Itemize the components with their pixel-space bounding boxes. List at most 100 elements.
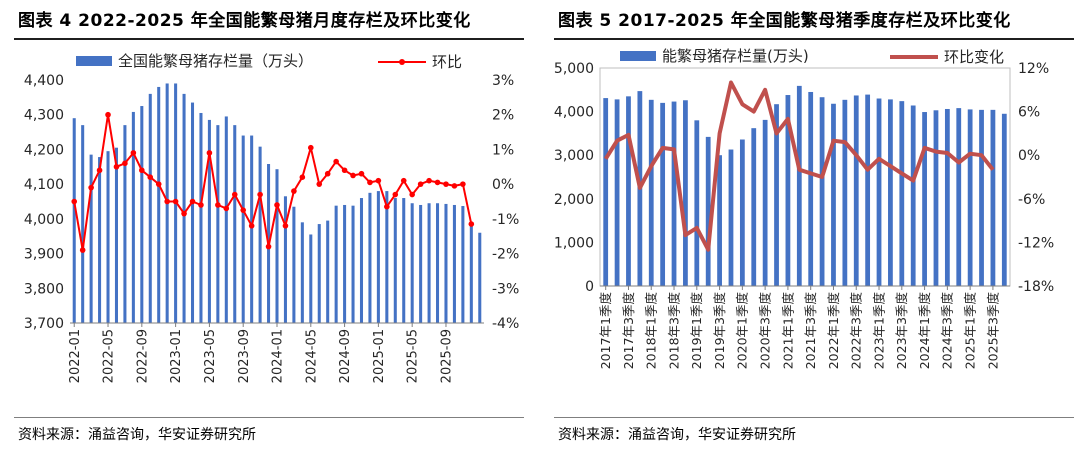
left-bar [258, 146, 262, 323]
left-bar [427, 203, 431, 323]
left-source-rule [14, 417, 524, 418]
left-source-note: 资料来源：涌益咨询，华安证券研究所 [18, 427, 256, 443]
right-legend-bar-swatch [620, 51, 656, 61]
left-line-marker [400, 177, 407, 184]
right-bar [933, 110, 939, 287]
left-bar [157, 86, 161, 323]
right-left-tick-label: 5,000 [554, 61, 594, 77]
right-bar [990, 109, 996, 286]
left-monthly-chart: 3,700 3,800 3,900 4,000 4,100 4,200 4,300 4,400… [24, 52, 519, 383]
right-bar [796, 85, 802, 286]
left-line-marker [71, 198, 78, 205]
right-x-tick-label: 2021年1季度 [780, 292, 795, 370]
right-bar [910, 105, 916, 286]
right-series-line [604, 80, 995, 252]
right-quarterly-chart: 0 1,000 2,000 3,000 4,000 5,000 -18% -12% -6% 0% 6… [554, 47, 1054, 370]
right-x-tick-label: 2017年1季度 [598, 292, 613, 370]
right-left-tick-label: 3,000 [554, 148, 594, 164]
left-bar [241, 135, 245, 323]
left-line-marker [223, 205, 230, 212]
right-bar [979, 109, 984, 286]
right-bar [853, 95, 859, 286]
right-bar [831, 103, 836, 286]
left-right-tick-label: 2% [492, 108, 514, 124]
right-x-tick-label: 2019年3季度 [712, 292, 727, 370]
right-bar [944, 108, 950, 286]
right-x-tick-label: 2022年3季度 [849, 292, 864, 370]
left-left-tick-label: 4,400 [24, 73, 64, 89]
left-bar [233, 125, 237, 323]
right-bar [603, 98, 609, 286]
right-right-tick-label: -6% [1018, 192, 1045, 208]
right-x-tick-label: 2021年3季度 [803, 292, 818, 370]
left-bar [385, 191, 389, 323]
left-bar [351, 205, 355, 323]
left-left-tick-label: 3,700 [24, 316, 64, 332]
left-line-marker [392, 191, 399, 198]
right-x-tick-label: 2018年3季度 [666, 292, 681, 370]
left-line-marker [341, 167, 348, 174]
left-bar [207, 119, 211, 324]
left-line-marker [147, 174, 154, 180]
left-line-marker [409, 191, 415, 198]
left-line-marker [384, 203, 390, 210]
left-legend-bar-swatch [76, 56, 112, 66]
left-bar [410, 203, 414, 323]
right-bar [865, 94, 871, 286]
left-line-marker [248, 223, 255, 229]
left-x-tick-label: 2025-01 [372, 329, 387, 383]
left-line-marker [333, 158, 339, 165]
left-bar [478, 232, 482, 323]
left-x-tick-label: 2024-01 [271, 329, 286, 383]
left-bar [148, 93, 152, 323]
left-line-marker [155, 181, 162, 187]
left-left-tick-label: 3,800 [24, 281, 64, 297]
left-bar [89, 154, 93, 323]
left-line-marker [443, 181, 449, 187]
left-bar [106, 151, 110, 323]
left-legend-line-marker [399, 59, 405, 65]
left-bar [461, 206, 465, 323]
right-x-tick-label: 2020年1季度 [735, 292, 750, 370]
left-line-marker [130, 150, 137, 156]
left-legend-line-label: 环比 [432, 53, 462, 71]
left-bar [300, 222, 304, 323]
right-bar [739, 139, 745, 286]
left-bar [250, 135, 254, 323]
left-x-tick-label: 2024-09 [338, 329, 353, 383]
right-right-tick-label: 0% [1018, 148, 1040, 164]
left-line-marker [451, 183, 458, 189]
right-left-tick-label: 4,000 [554, 105, 594, 121]
right-bar [956, 108, 962, 286]
right-right-tick-label: -12% [1018, 235, 1054, 251]
right-bar [728, 149, 734, 286]
left-line-marker [79, 247, 86, 253]
right-bar [922, 112, 927, 286]
right-title-rule [554, 38, 1074, 40]
right-left-tick-label: 0 [585, 279, 594, 295]
left-line-marker [274, 202, 280, 208]
left-x-tick-label: 2023-09 [237, 329, 252, 383]
right-x-tick-label: 2023年3季度 [894, 292, 909, 370]
left-right-tick-label: -2% [492, 247, 519, 263]
left-line-marker [324, 170, 331, 177]
right-bar [648, 99, 654, 286]
left-line-marker [105, 111, 111, 118]
right-legend-line-label: 环比变化 [944, 48, 1004, 66]
right-bar [694, 120, 700, 286]
left-left-tick-label: 4,200 [24, 142, 64, 158]
left-left-tick-label: 4,000 [24, 212, 64, 228]
left-x-tick-label: 2022-05 [102, 329, 117, 383]
left-bar [343, 204, 347, 323]
left-bar [359, 198, 364, 323]
left-left-tick-label: 3,900 [24, 247, 64, 263]
left-x-tick-label: 2023-05 [203, 329, 218, 383]
left-line-marker [164, 198, 170, 205]
left-left-tick-label: 4,100 [24, 177, 64, 193]
left-line-marker [122, 160, 128, 167]
right-chart-panel: 图表 5 2017-2025 年全国能繁母猪季度存栏及环比变化 0 1,000 2,… [540, 0, 1080, 452]
right-x-tick-label: 2025年1季度 [963, 292, 978, 370]
left-line-marker [282, 223, 289, 229]
left-left-tick-label: 4,300 [24, 108, 64, 124]
right-right-tick-label: 12% [1018, 61, 1049, 77]
